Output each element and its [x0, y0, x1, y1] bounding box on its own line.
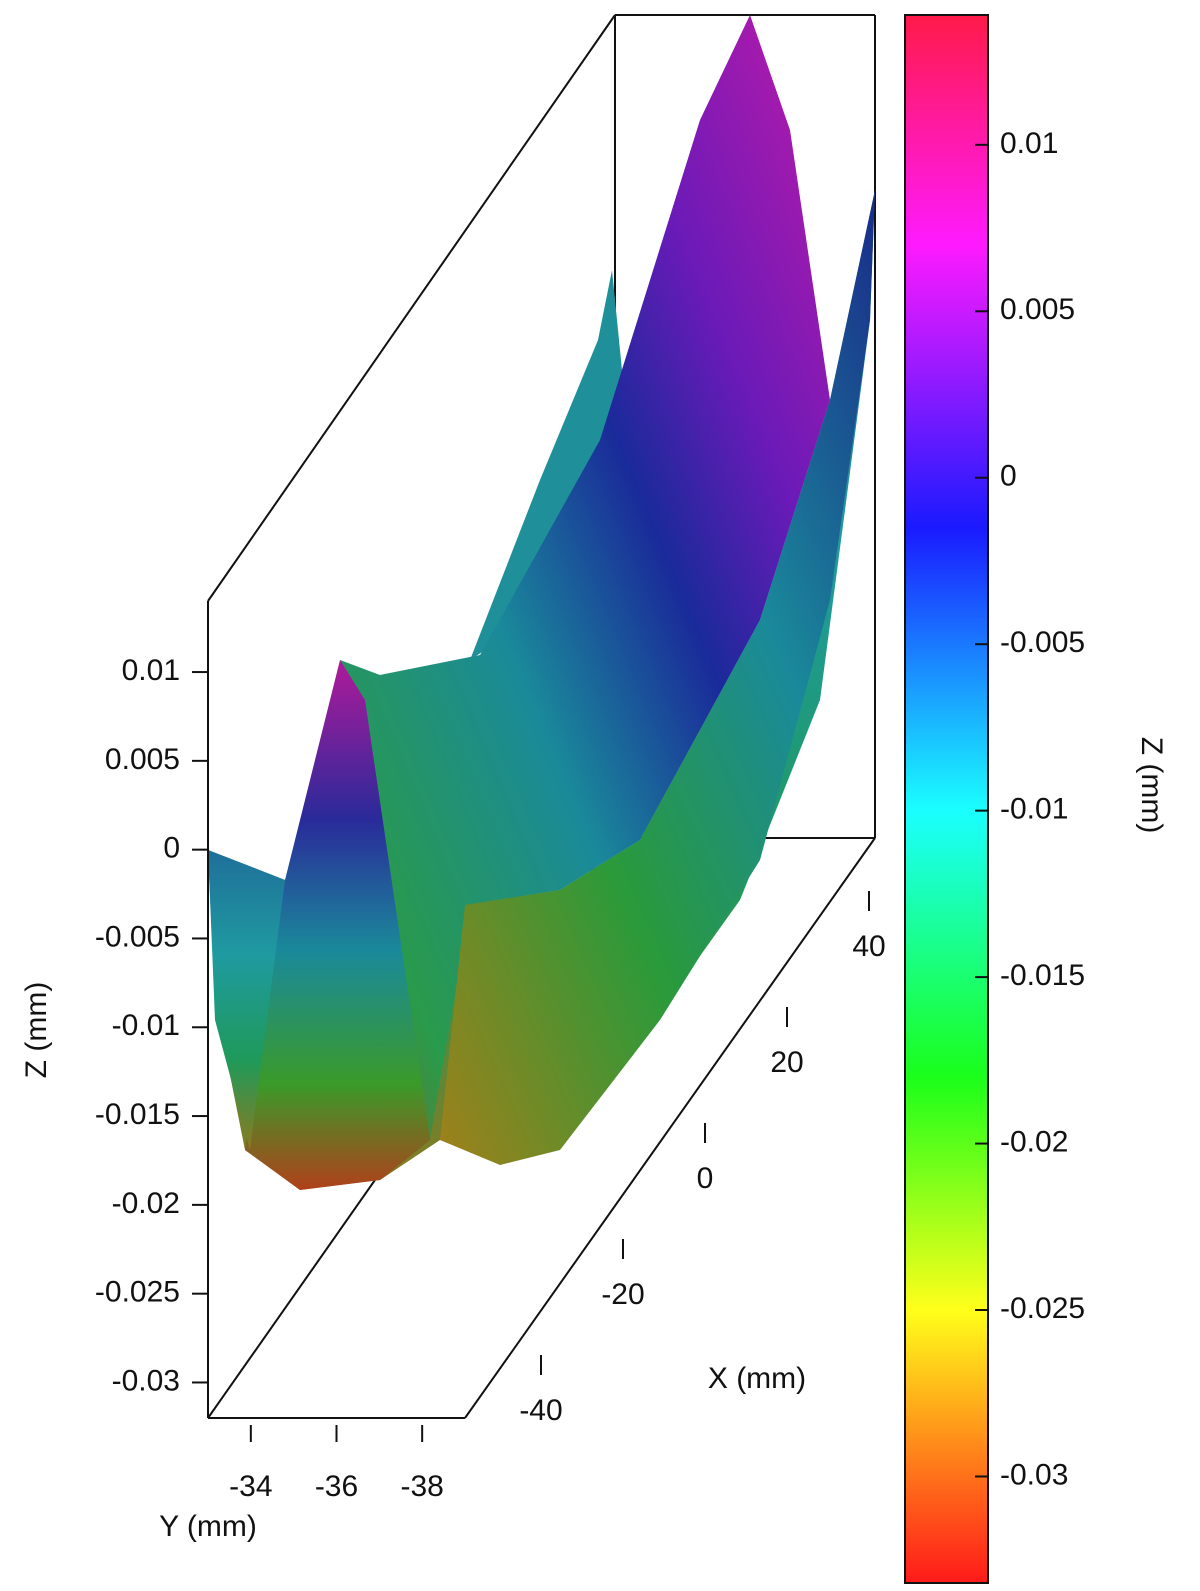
z-tick-label: -0.01	[112, 1009, 180, 1042]
colorbar-tick-label: -0.025	[1000, 1292, 1085, 1325]
colorbar-tick-label: -0.02	[1000, 1125, 1068, 1158]
colorbar-tick-label: -0.01	[1000, 793, 1068, 826]
colorbar-tick-label: -0.015	[1000, 959, 1085, 992]
x-tick-label: 0	[697, 1162, 714, 1195]
z-tick-label: 0.01	[122, 654, 180, 687]
x-axis-title: X (mm)	[708, 1362, 806, 1395]
surface	[208, 15, 875, 1190]
colorbar-tick-label: 0.005	[1000, 293, 1075, 326]
x-tick-label: -40	[519, 1394, 562, 1427]
z-tick-label: -0.02	[112, 1187, 180, 1220]
colorbar-tick-label: -0.03	[1000, 1458, 1068, 1491]
x-tick-label: 20	[770, 1046, 803, 1079]
colorbar-title: Z (mm)	[1135, 737, 1168, 834]
z-tick-label: -0.025	[95, 1276, 180, 1309]
z-tick-label: -0.03	[112, 1364, 180, 1397]
colorbar-tick-label: 0.01	[1000, 127, 1058, 160]
z-tick-label: 0.005	[105, 743, 180, 776]
x-tick-label: 40	[852, 930, 885, 963]
y-axis-title: Y (mm)	[159, 1510, 257, 1543]
y-tick-label: -38	[400, 1470, 443, 1503]
colorbar-tick-label: -0.005	[1000, 626, 1085, 659]
x-tick-label: -20	[601, 1278, 644, 1311]
z-tick-label: 0	[163, 832, 180, 865]
z-tick-label: -0.005	[95, 920, 180, 953]
colorbar-tick-label: 0	[1000, 460, 1017, 493]
y-tick-label: -34	[229, 1470, 272, 1503]
z-tick-label: -0.015	[95, 1098, 180, 1131]
z-axis-title: Z (mm)	[20, 982, 53, 1079]
plot-box-front	[207, 601, 876, 1419]
y-tick-label: -36	[315, 1470, 358, 1503]
colorbar	[904, 14, 989, 1584]
